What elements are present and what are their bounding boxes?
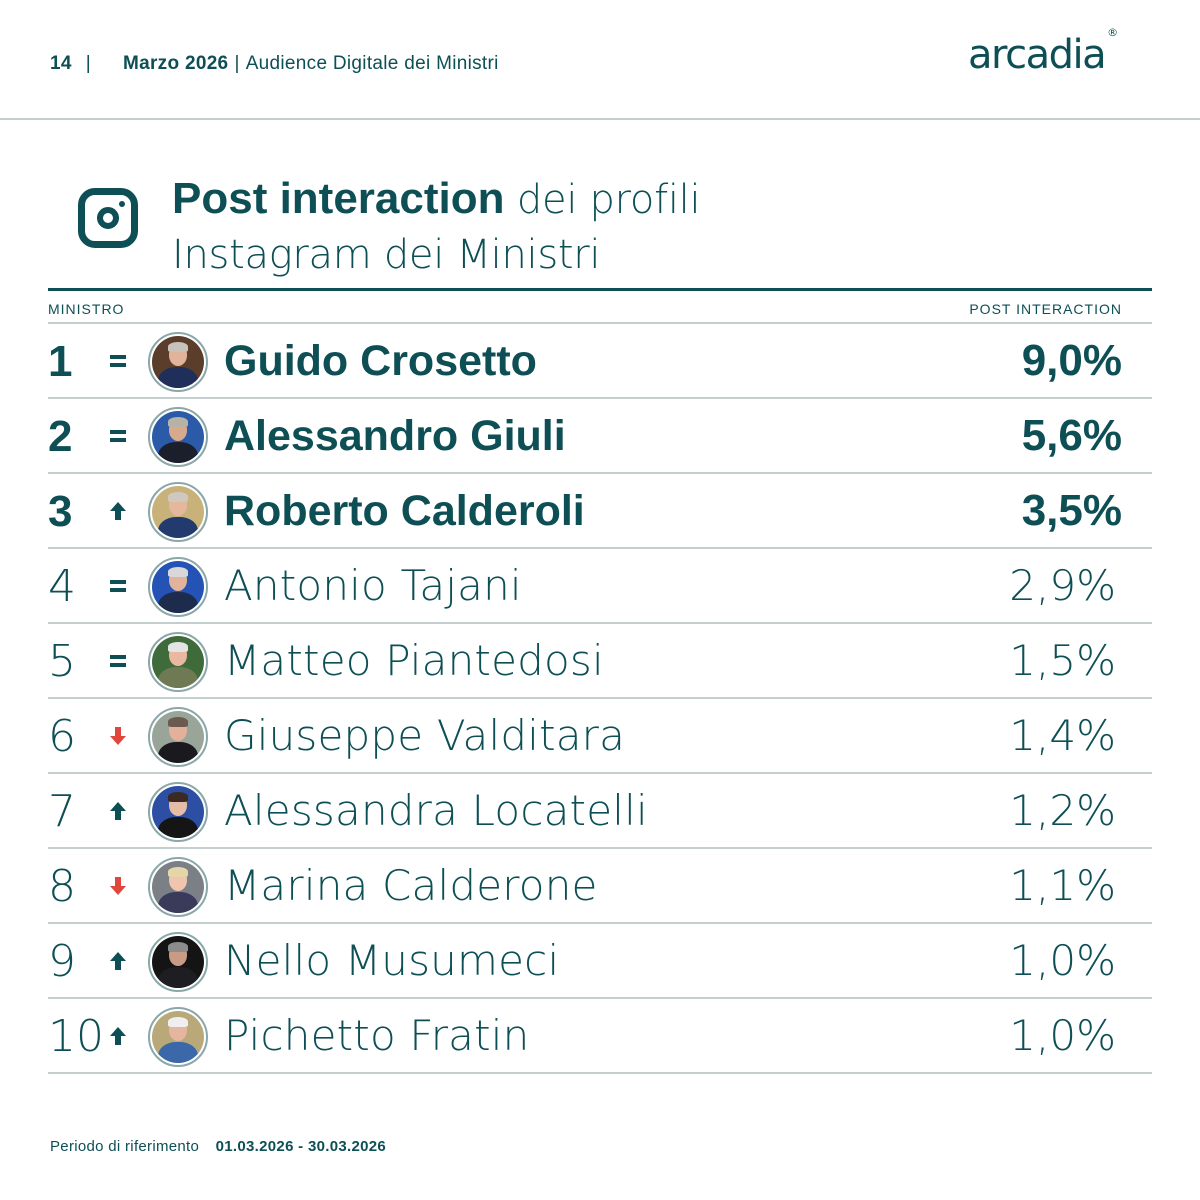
equal-icon xyxy=(110,655,126,667)
period-range: 01.03.2026 - 30.03.2026 xyxy=(215,1138,387,1155)
minister-name: Nello Musumeci xyxy=(224,936,560,985)
post-interaction-value: 1,0% xyxy=(1009,1011,1116,1060)
header-meta: 14 | Marzo 2026 | Audience Digitale dei … xyxy=(50,53,499,75)
title-bold: Post interaction xyxy=(172,174,505,223)
rank-number: 2 xyxy=(48,412,73,461)
avatar xyxy=(148,482,208,542)
report-month: Marzo 2026 xyxy=(122,53,229,74)
rank-number: 5 xyxy=(48,636,76,687)
arcadia-logo: arcadia ® xyxy=(968,26,1118,78)
equal-icon xyxy=(110,580,126,592)
logo-text: arcadia xyxy=(968,32,1107,78)
table-row: 9 Nello Musumeci 1,0% xyxy=(48,924,1152,999)
table-row: 6 Giuseppe Valditara 1,4% xyxy=(48,699,1152,774)
post-interaction-value: 1,5% xyxy=(1009,636,1116,685)
post-interaction-value: 3,5% xyxy=(1021,486,1122,535)
table-row: 8 Marina Calderone 1,1% xyxy=(48,849,1152,924)
rank-number: 3 xyxy=(48,487,73,536)
arrow-up-icon xyxy=(110,802,126,820)
table-row: 10 Pichetto Fratin 1,0% xyxy=(48,999,1152,1074)
post-interaction-value: 1,0% xyxy=(1009,936,1116,985)
title-light-2: Instagram dei Ministri xyxy=(172,232,601,278)
post-interaction-value: 5,6% xyxy=(1021,411,1122,460)
table-row: 1 Guido Crosetto 9,0% xyxy=(48,324,1152,399)
avatar xyxy=(148,557,208,617)
trend-indicator xyxy=(106,498,130,524)
minister-name: Alessandro Giuli xyxy=(224,412,566,460)
rank-number: 1 xyxy=(48,337,73,386)
trend-indicator xyxy=(106,798,130,824)
avatar xyxy=(148,932,208,992)
minister-name: Marina Calderone xyxy=(224,861,598,910)
trend-indicator xyxy=(106,723,130,749)
rank-number: 8 xyxy=(48,861,76,912)
minister-name: Roberto Calderoli xyxy=(224,487,585,535)
post-interaction-value: 1,4% xyxy=(1009,711,1116,760)
footer: Periodo di riferimento 01.03.2026 - 30.0… xyxy=(50,1138,386,1155)
rank-number: 10 xyxy=(48,1011,104,1062)
arrow-up-icon xyxy=(110,502,126,520)
post-interaction-value: 9,0% xyxy=(1021,336,1122,385)
minister-name: Giuseppe Valditara xyxy=(224,711,626,760)
table-row: 3 Roberto Calderoli 3,5% xyxy=(48,474,1152,549)
table-row: 5 Matteo Piantedosi 1,5% xyxy=(48,624,1152,699)
minister-name: Alessandra Locatelli xyxy=(224,786,648,835)
report-subtitle: Audience Digitale dei Ministri xyxy=(245,53,499,74)
rank-number: 7 xyxy=(48,786,76,837)
arrow-up-icon xyxy=(110,952,126,970)
avatar xyxy=(148,707,208,767)
minister-name: Pichetto Fratin xyxy=(224,1011,530,1060)
post-interaction-value: 1,2% xyxy=(1009,786,1116,835)
title-light-1: dei profili xyxy=(504,177,701,223)
table-row: 7 Alessandra Locatelli 1,2% xyxy=(48,774,1152,849)
rank-number: 4 xyxy=(48,561,76,612)
column-header-post-interaction: POST INTERACTION xyxy=(969,301,1122,317)
separator: | xyxy=(234,53,240,74)
trend-indicator xyxy=(106,948,130,974)
period-label: Periodo di riferimento xyxy=(50,1138,200,1155)
arrow-up-icon xyxy=(110,1027,126,1045)
equal-icon xyxy=(110,430,126,442)
trend-indicator xyxy=(106,873,130,899)
trend-indicator xyxy=(106,648,130,674)
minister-name: Guido Crosetto xyxy=(224,337,537,385)
trend-indicator xyxy=(106,1023,130,1049)
page-header: 14 | Marzo 2026 | Audience Digitale dei … xyxy=(0,0,1200,120)
instagram-icon xyxy=(78,188,138,248)
rank-number: 6 xyxy=(48,711,76,762)
avatar xyxy=(148,782,208,842)
trend-indicator xyxy=(106,573,130,599)
trend-indicator xyxy=(106,423,130,449)
avatar xyxy=(148,1007,208,1067)
minister-name: Antonio Tajani xyxy=(224,561,522,610)
separator: | xyxy=(85,53,91,74)
column-header-ministro: MINISTRO xyxy=(48,301,125,317)
table-top-rule xyxy=(48,288,1152,291)
table-body: 1 Guido Crosetto 9,0% 2 Alessandro Giuli 5,6%… xyxy=(48,324,1152,1074)
section-title: Post interaction dei profili Instagram d… xyxy=(172,172,972,282)
post-interaction-value: 1,1% xyxy=(1009,861,1116,910)
table-row: 2 Alessandro Giuli 5,6% xyxy=(48,399,1152,474)
avatar xyxy=(148,857,208,917)
avatar xyxy=(148,332,208,392)
avatar xyxy=(148,407,208,467)
equal-icon xyxy=(110,355,126,367)
ranking-table: MINISTRO POST INTERACTION 1 Guido Crosett… xyxy=(48,288,1152,1074)
arrow-down-icon xyxy=(110,877,126,895)
avatar xyxy=(148,632,208,692)
post-interaction-value: 2,9% xyxy=(1009,561,1116,610)
registered-mark: ® xyxy=(1107,25,1119,39)
table-header: MINISTRO POST INTERACTION xyxy=(48,291,1152,324)
arrow-down-icon xyxy=(110,727,126,745)
rank-number: 9 xyxy=(48,936,76,987)
minister-name: Matteo Piantedosi xyxy=(224,636,604,685)
page-number: 14 xyxy=(50,53,72,74)
trend-indicator xyxy=(106,348,130,374)
table-row: 4 Antonio Tajani 2,9% xyxy=(48,549,1152,624)
